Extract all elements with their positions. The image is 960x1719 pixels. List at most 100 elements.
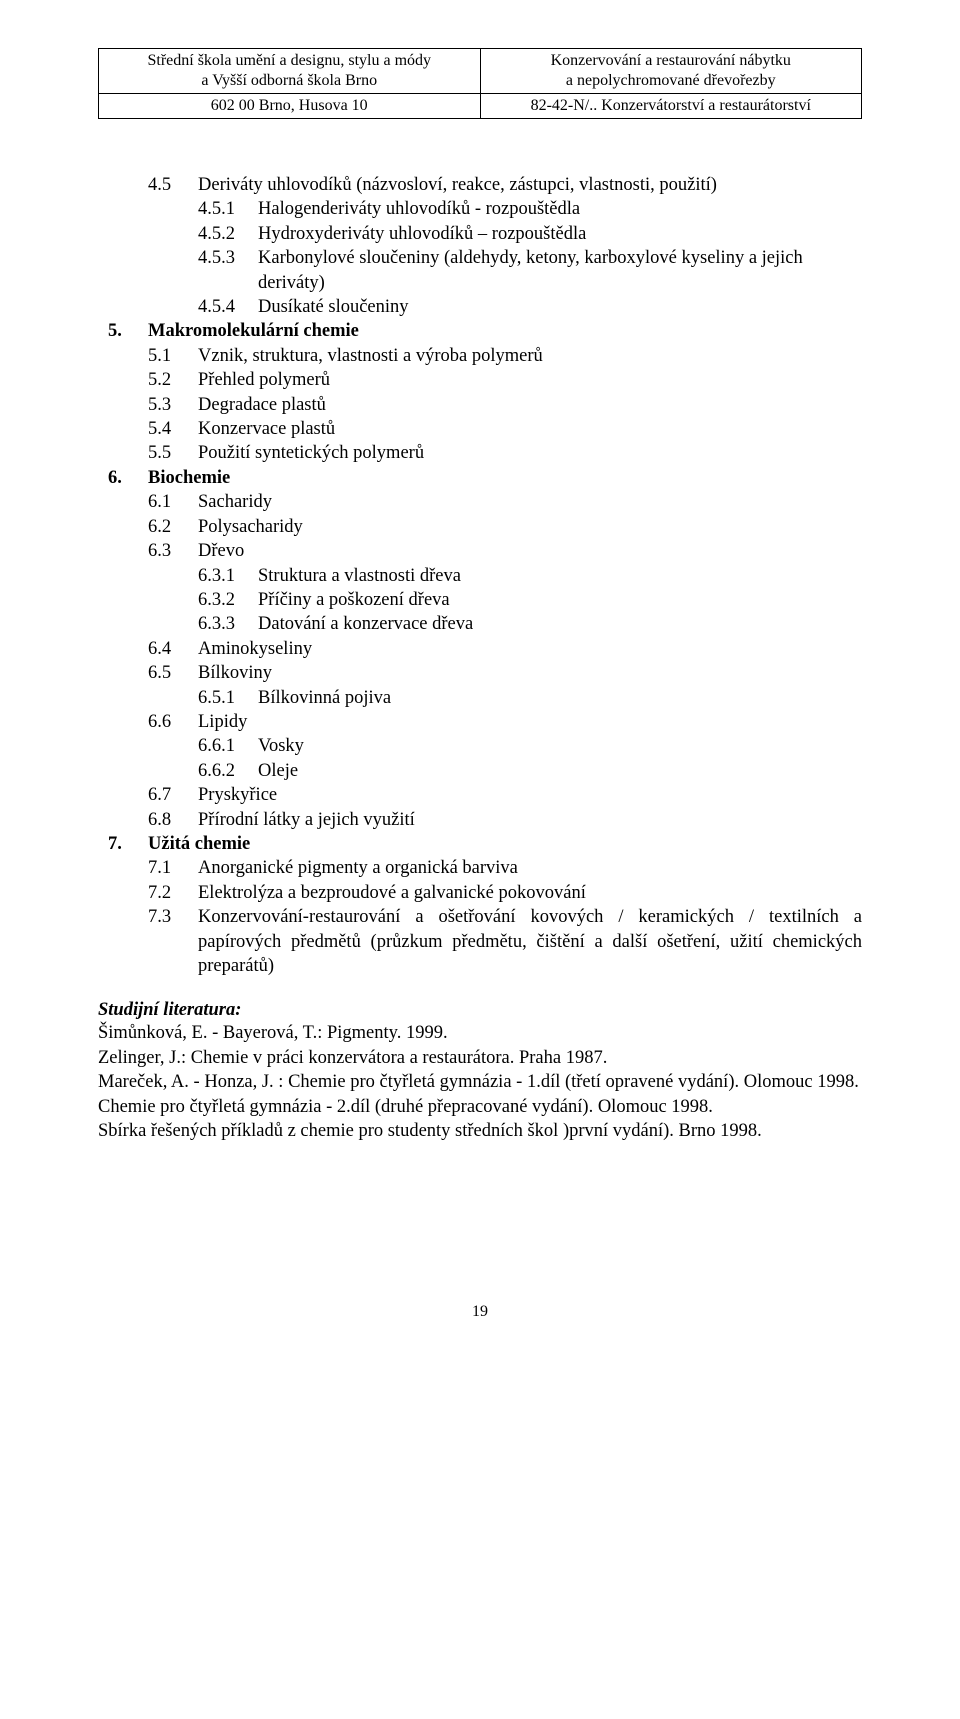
outline-number: 6.7 — [98, 783, 198, 807]
outline-item: 7.Užitá chemie — [98, 832, 862, 856]
outline-item: 7.1Anorganické pigmenty a organická barv… — [98, 856, 862, 880]
outline-text: Aminokyseliny — [198, 637, 862, 661]
outline-text: Biochemie — [148, 466, 862, 490]
header-right-cell-2: 82-42-N/.. Konzervátorství a restaurátor… — [480, 94, 862, 119]
outline-number: 4.5.4 — [98, 295, 258, 319]
outline-item: 6.Biochemie — [98, 466, 862, 490]
literature-line: Chemie pro čtyřletá gymnázia - 2.díl (dr… — [98, 1095, 862, 1119]
outline-number: 7.3 — [98, 905, 198, 929]
outline-item: 6.7Pryskyřice — [98, 783, 862, 807]
outline-item: 6.1Sacharidy — [98, 490, 862, 514]
outline-number: 6.8 — [98, 808, 198, 832]
outline-item: 6.5Bílkoviny — [98, 661, 862, 685]
outline-item: 7.3Konzervování-restaurování a ošetřován… — [98, 905, 862, 978]
outline-item: 6.2Polysacharidy — [98, 515, 862, 539]
outline-text: Halogenderiváty uhlovodíků - rozpouštědl… — [258, 197, 862, 221]
outline-text: Dřevo — [198, 539, 862, 563]
outline-text: Datování a konzervace dřeva — [258, 612, 862, 636]
header-text: a Vyšší odborná škola Brno — [201, 72, 377, 89]
outline-item: 6.6.2Oleje — [98, 759, 862, 783]
outline-text: Sacharidy — [198, 490, 862, 514]
outline-text: Hydroxyderiváty uhlovodíků – rozpouštědl… — [258, 222, 862, 246]
header-text: 602 00 Brno, Husova 10 — [211, 97, 368, 114]
outline-text: Elektrolýza a bezproudové a galvanické p… — [198, 881, 862, 905]
outline-number: 6.5 — [98, 661, 198, 685]
outline-number: 4.5.1 — [98, 197, 258, 221]
outline-text: Bílkovinná pojiva — [258, 686, 862, 710]
outline-item: 6.3.1Struktura a vlastnosti dřeva — [98, 564, 862, 588]
outline-item: 6.3.3Datování a konzervace dřeva — [98, 612, 862, 636]
header-text: Střední škola umění a designu, stylu a m… — [147, 52, 431, 69]
outline-number: 5.4 — [98, 417, 198, 441]
outline-item: 4.5.2Hydroxyderiváty uhlovodíků – rozpou… — [98, 222, 862, 246]
outline-item: 5.4Konzervace plastů — [98, 417, 862, 441]
outline-item: 5.Makromolekulární chemie — [98, 319, 862, 343]
outline-number: 6.5.1 — [98, 686, 258, 710]
outline-number: 6.3.3 — [98, 612, 258, 636]
literature-lines: Šimůnková, E. - Bayerová, T.: Pigmenty. … — [98, 1021, 862, 1143]
outline-text: Deriváty uhlovodíků (názvosloví, reakce,… — [198, 173, 862, 197]
outline-item: 4.5.3Karbonylové sloučeniny (aldehydy, k… — [98, 246, 862, 295]
outline-item: 7.2Elektrolýza a bezproudové a galvanick… — [98, 881, 862, 905]
outline: 4.5Deriváty uhlovodíků (názvosloví, reak… — [98, 173, 862, 978]
outline-text: Konzervace plastů — [198, 417, 862, 441]
outline-number: 6.6 — [98, 710, 198, 734]
literature-line: Zelinger, J.: Chemie v práci konzervátor… — [98, 1046, 862, 1070]
outline-item: 6.6.1Vosky — [98, 734, 862, 758]
outline-text: Struktura a vlastnosti dřeva — [258, 564, 862, 588]
literature-line: Mareček, A. - Honza, J. : Chemie pro čty… — [98, 1070, 862, 1094]
outline-number: 5. — [98, 319, 148, 343]
outline-number: 4.5.3 — [98, 246, 258, 270]
header-table: Střední škola umění a designu, stylu a m… — [98, 48, 862, 119]
outline-item: 5.1Vznik, struktura, vlastnosti a výroba… — [98, 344, 862, 368]
outline-text: Použití syntetických polymerů — [198, 441, 862, 465]
outline-number: 5.1 — [98, 344, 198, 368]
outline-item: 4.5Deriváty uhlovodíků (názvosloví, reak… — [98, 173, 862, 197]
outline-number: 6.3 — [98, 539, 198, 563]
outline-item: 6.3Dřevo — [98, 539, 862, 563]
outline-text: Oleje — [258, 759, 862, 783]
table-row: 602 00 Brno, Husova 10 82-42-N/.. Konzer… — [99, 94, 862, 119]
outline-number: 4.5 — [98, 173, 198, 197]
outline-text: Bílkoviny — [198, 661, 862, 685]
outline-item: 4.5.4Dusíkaté sloučeniny — [98, 295, 862, 319]
outline-text: Pryskyřice — [198, 783, 862, 807]
outline-item: 4.5.1Halogenderiváty uhlovodíků - rozpou… — [98, 197, 862, 221]
literature-line: Šimůnková, E. - Bayerová, T.: Pigmenty. … — [98, 1021, 862, 1045]
literature-line: Sbírka řešených příkladů z chemie pro st… — [98, 1119, 862, 1143]
header-text: 82-42-N/.. Konzervátorství a restaurátor… — [531, 97, 811, 114]
table-row: Střední škola umění a designu, stylu a m… — [99, 49, 862, 94]
outline-number: 7.2 — [98, 881, 198, 905]
header-right-cell-1: Konzervování a restaurování nábytku a ne… — [480, 49, 862, 94]
header-left-cell-2: 602 00 Brno, Husova 10 — [99, 94, 481, 119]
header-text: Konzervování a restaurování nábytku — [551, 52, 791, 69]
outline-item: 5.2Přehled polymerů — [98, 368, 862, 392]
outline-number: 6.2 — [98, 515, 198, 539]
outline-text: Užitá chemie — [148, 832, 862, 856]
outline-text: Karbonylové sloučeniny (aldehydy, ketony… — [258, 246, 862, 295]
outline-number: 6. — [98, 466, 148, 490]
outline-number: 5.3 — [98, 393, 198, 417]
outline-text: Degradace plastů — [198, 393, 862, 417]
outline-item: 5.5Použití syntetických polymerů — [98, 441, 862, 465]
outline-number: 6.3.1 — [98, 564, 258, 588]
page-number: 19 — [98, 1303, 862, 1321]
literature-block: Studijní literatura: Šimůnková, E. - Bay… — [98, 1000, 862, 1143]
outline-item: 5.3Degradace plastů — [98, 393, 862, 417]
outline-item: 6.8Přírodní látky a jejich využití — [98, 808, 862, 832]
outline-number: 7.1 — [98, 856, 198, 880]
outline-item: 6.3.2Příčiny a poškození dřeva — [98, 588, 862, 612]
outline-text: Přírodní látky a jejich využití — [198, 808, 862, 832]
outline-text: Makromolekulární chemie — [148, 319, 862, 343]
outline-item: 6.5.1Bílkovinná pojiva — [98, 686, 862, 710]
outline-text: Konzervování-restaurování a ošetřování k… — [198, 905, 862, 978]
outline-number: 5.2 — [98, 368, 198, 392]
outline-text: Anorganické pigmenty a organická barviva — [198, 856, 862, 880]
outline-number: 6.4 — [98, 637, 198, 661]
outline-text: Vosky — [258, 734, 862, 758]
outline-text: Přehled polymerů — [198, 368, 862, 392]
header-text: a nepolychromované dřevořezby — [566, 72, 776, 89]
outline-text: Vznik, struktura, vlastnosti a výroba po… — [198, 344, 862, 368]
literature-heading: Studijní literatura: — [98, 1000, 862, 1021]
outline-text: Polysacharidy — [198, 515, 862, 539]
